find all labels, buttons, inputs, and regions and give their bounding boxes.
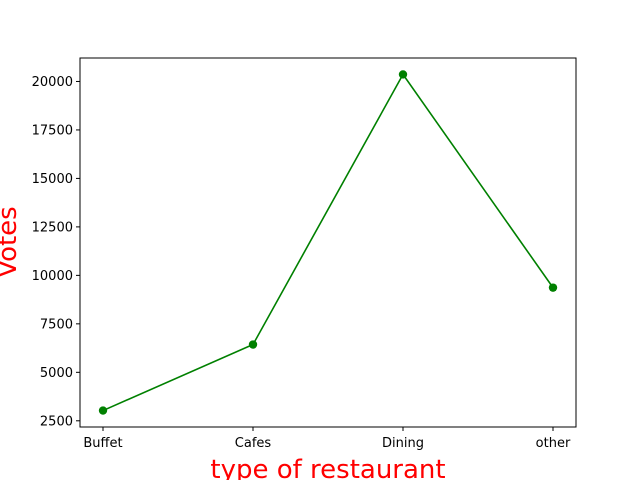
x-tick-label: Dining	[382, 436, 424, 451]
y-tick-label: 10000	[32, 269, 73, 284]
data-point	[548, 283, 558, 292]
x-axis-label: type of restaurant	[210, 455, 445, 480]
y-tick-label: 20000	[32, 75, 73, 90]
x-tick-label: Buffet	[83, 436, 122, 451]
x-tick-label: Cafes	[235, 436, 272, 451]
data-point	[398, 70, 408, 79]
plot-frame	[79, 57, 577, 428]
x-tick-label: other	[536, 436, 571, 451]
y-tick-label: 2500	[40, 414, 73, 429]
y-axis-label: Votes	[0, 206, 23, 277]
y-tick-label: 15000	[32, 172, 73, 187]
data-point	[248, 340, 258, 349]
y-tick-label: 17500	[32, 123, 73, 138]
y-tick-label: 12500	[32, 220, 73, 235]
plot-area: 2500 5000 7500 10000 12500 15000 17500 20000 Buf…	[32, 57, 577, 451]
y-tick-label: 5000	[40, 366, 73, 381]
data-point	[98, 406, 108, 415]
series-line	[102, 72, 554, 412]
y-tick-label: 7500	[40, 317, 73, 332]
